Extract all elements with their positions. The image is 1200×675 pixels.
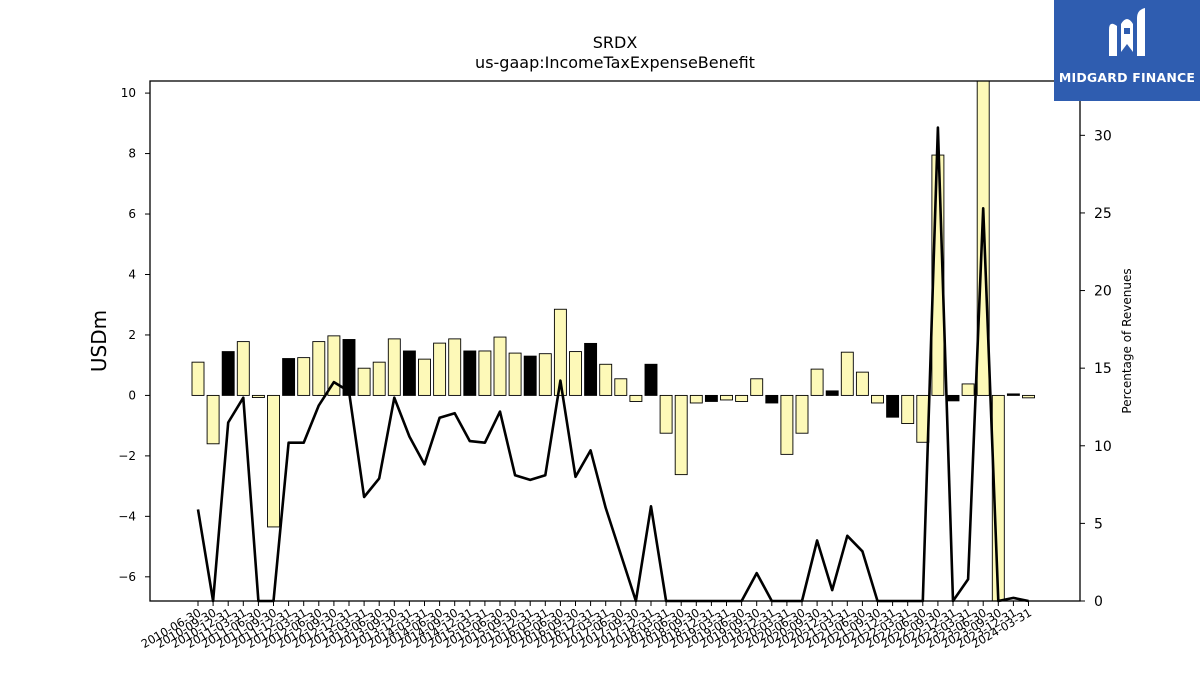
chart-title: SRDX bbox=[593, 33, 638, 52]
bar-2020-09-30 bbox=[810, 368, 824, 396]
bar-2012-03-31 bbox=[297, 357, 311, 396]
y-axis-label: USDm bbox=[87, 310, 111, 372]
y-tick-label: 2 bbox=[128, 328, 136, 342]
y-axis-left: −6 −4 −2 0 2 4 6 8 10 bbox=[118, 86, 150, 584]
y-tick-label: −6 bbox=[118, 570, 136, 584]
bar-2011-09-30 bbox=[267, 394, 280, 528]
y-tick-label: −2 bbox=[118, 449, 136, 463]
bar-2013-03-31 bbox=[357, 367, 371, 396]
bar-2017-03-31 bbox=[599, 363, 613, 396]
bar-2020-06-30 bbox=[795, 394, 809, 434]
y2-tick-label: 10 bbox=[1094, 439, 1112, 455]
bar-2013-09-30 bbox=[387, 338, 401, 396]
bar-2012-12-31 bbox=[342, 339, 356, 396]
bar-2014-06-30 bbox=[433, 342, 447, 396]
bar-2021-03-31 bbox=[840, 351, 854, 396]
bar-2014-03-31 bbox=[418, 358, 431, 396]
bar-2015-03-31 bbox=[478, 350, 492, 396]
y2-tick-label: 30 bbox=[1094, 128, 1112, 144]
bar-2022-12-31 bbox=[946, 394, 960, 402]
bar-2020-03-31 bbox=[780, 394, 794, 455]
y-tick-label: 8 bbox=[128, 147, 136, 161]
bar-2021-06-30 bbox=[855, 371, 869, 396]
y2-tick-label: 5 bbox=[1094, 516, 1103, 532]
x-axis: 2010-06-302010-09-302010-12-312011-03-31… bbox=[139, 601, 1034, 651]
y-tick-label: 6 bbox=[128, 207, 136, 221]
bar-2014-09-30 bbox=[448, 338, 462, 396]
bar-2015-06-30 bbox=[493, 336, 507, 396]
bar-2011-12-31 bbox=[282, 358, 296, 396]
brand-name: MIDGARD FINANCE bbox=[1058, 70, 1196, 85]
bar-2017-06-30 bbox=[614, 378, 628, 396]
bar-2010-12-31 bbox=[221, 351, 235, 396]
brand-badge: MIDGARD FINANCE bbox=[1054, 0, 1200, 101]
bar-2013-06-30 bbox=[372, 361, 386, 396]
y2-tick-label: 20 bbox=[1094, 284, 1112, 300]
y-tick-label: 4 bbox=[128, 267, 136, 281]
bar-2018-09-30 bbox=[689, 394, 703, 404]
bar-2021-12-31 bbox=[886, 394, 900, 418]
bar-2019-03-31 bbox=[720, 394, 733, 401]
bar-2021-09-30 bbox=[871, 394, 884, 404]
bar-2018-03-31 bbox=[659, 394, 673, 434]
bar-2016-06-30 bbox=[553, 308, 567, 396]
bar-2020-12-31 bbox=[825, 390, 839, 396]
bar-2024-03-31 bbox=[1022, 394, 1035, 399]
bar-2018-06-30 bbox=[674, 394, 688, 476]
y2-tick-label: 25 bbox=[1094, 206, 1112, 222]
bar-2015-09-30 bbox=[508, 352, 522, 396]
y2-tick-label: 0 bbox=[1094, 594, 1103, 610]
bar-2018-12-31 bbox=[704, 394, 718, 402]
bar-2023-03-31 bbox=[961, 383, 975, 396]
bar-2010-06-30 bbox=[191, 361, 205, 396]
bar-2023-12-31 bbox=[1006, 393, 1020, 396]
bar-2015-12-31 bbox=[523, 355, 537, 396]
y-tick-label: −4 bbox=[118, 509, 136, 523]
midgard-logo-icon bbox=[1109, 8, 1145, 56]
y2-tick-label: 15 bbox=[1094, 361, 1112, 377]
bar-2019-06-30 bbox=[735, 394, 749, 402]
y-axis-right: 0 5 10 15 20 25 30 bbox=[1080, 128, 1112, 610]
bar-2011-06-30 bbox=[251, 394, 265, 398]
bars-group bbox=[191, 80, 1035, 602]
bar-2012-06-30 bbox=[312, 341, 326, 396]
y-tick-label: 0 bbox=[128, 388, 136, 402]
y-tick-label: 10 bbox=[121, 86, 136, 100]
bar-2016-03-31 bbox=[538, 353, 552, 396]
bar-2016-12-31 bbox=[584, 342, 598, 396]
bar-2013-12-31 bbox=[402, 350, 416, 396]
bar-2017-09-30 bbox=[629, 394, 643, 402]
bar-2017-12-31 bbox=[644, 363, 658, 396]
bar-2016-09-30 bbox=[569, 351, 582, 396]
bar-2011-03-31 bbox=[236, 341, 250, 396]
bar-2019-12-31 bbox=[765, 394, 779, 404]
plot-frame bbox=[149, 80, 1081, 602]
y2-axis-label: Percentage of Revenues bbox=[1120, 268, 1134, 413]
bar-2012-09-30 bbox=[327, 335, 341, 396]
bar-2010-09-30 bbox=[206, 394, 220, 445]
bar-2014-12-31 bbox=[463, 350, 477, 396]
bar-2019-09-30 bbox=[750, 378, 764, 396]
bar-2022-03-31 bbox=[901, 394, 915, 424]
chart-subtitle: us-gaap:IncomeTaxExpenseBenefit bbox=[475, 53, 755, 72]
